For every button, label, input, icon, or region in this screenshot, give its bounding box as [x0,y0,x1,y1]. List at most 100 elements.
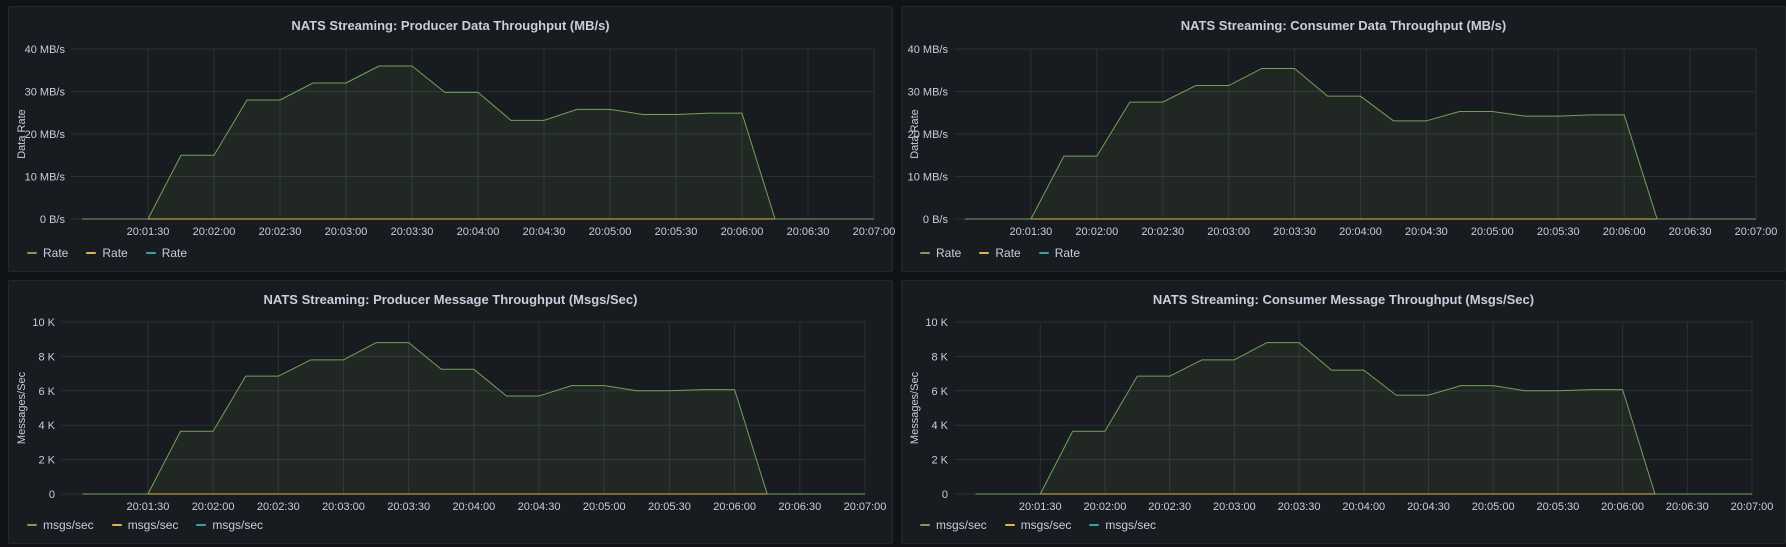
y-tick-label: 30 MB/s [908,87,949,99]
y-tick-label: 8 K [38,351,55,363]
legend-item[interactable]: msgs/sec [27,518,94,532]
panel-title[interactable]: NATS Streaming: Consumer Message Through… [1152,292,1535,307]
x-tick-label: 20:05:00 [583,501,626,513]
y-tick-label: 4 K [38,420,55,432]
y-tick-label: 2 K [38,455,55,467]
x-tick-label: 20:07:00 [853,226,896,238]
x-tick-label: 20:03:30 [1273,226,1316,238]
series-area [975,342,1752,494]
legend-item[interactable]: Rate [86,246,128,260]
x-tick-label: 20:03:30 [387,501,430,513]
legend-swatch [979,252,990,254]
y-tick-label: 10 MB/s [25,172,66,184]
y-tick-label: 0 B/s [40,214,66,226]
x-tick-label: 20:02:30 [1148,501,1191,513]
legend-swatch [920,252,930,254]
legend-swatch [86,252,97,254]
legend-item[interactable]: Rate [145,246,187,260]
y-axis-label: Data Rate [16,109,28,159]
legend-item[interactable]: msgs/sec [111,518,179,532]
legend-item[interactable]: Rate [920,246,961,260]
consumer-data-throughput-panel: NATS Streaming: Consumer Data Throughput… [901,6,1786,272]
x-tick-label: 20:02:30 [259,226,302,238]
y-tick-label: 8 K [931,351,948,363]
x-tick-label: 20:01:30 [1009,226,1052,238]
legend-label: msgs/sec [212,518,264,532]
x-tick-label: 20:01:30 [1019,501,1062,513]
legend-label: msgs/sec [936,518,987,532]
y-tick-label: 10 MB/s [908,172,949,184]
legend: Rate Rate Rate [27,246,187,260]
panel-title[interactable]: NATS Streaming: Consumer Data Throughput… [1180,18,1507,33]
x-tick-label: 20:04:00 [1339,226,1382,238]
legend-item[interactable]: msgs/sec [196,518,263,532]
legend-item[interactable]: msgs/sec [1089,518,1156,532]
x-tick-label: 20:07:00 [1735,226,1778,238]
legend-item[interactable]: Rate [1038,246,1080,260]
series-line[interactable] [964,68,1756,220]
legend-swatch [27,252,37,254]
legend-label: Rate [995,246,1021,260]
legend-swatch [1089,524,1100,526]
y-tick-label: 0 [942,489,948,501]
x-tick-label: 20:03:30 [1278,501,1321,513]
chart-svg: 0 B/s 10 MB/s 20 MB/s 30 MB/s 40 MB/s 20:01:3… [16,44,896,238]
x-tick-label: 20:03:00 [1213,501,1256,513]
y-tick-label: 20 MB/s [908,129,949,141]
legend-label: Rate [102,246,128,260]
legend-item[interactable]: msgs/sec [1004,518,1072,532]
x-tick-label: 20:02:00 [192,501,235,513]
legend-label: msgs/sec [43,518,94,532]
producer-message-throughput-panel: NATS Streaming: Producer Message Through… [8,280,893,544]
legend-label: msgs/sec [127,518,179,532]
panel-title[interactable]: NATS Streaming: Producer Data Throughput… [291,18,610,33]
series-line[interactable] [975,342,1752,495]
x-tick-label: 20:06:00 [1601,501,1644,513]
x-tick-label: 20:05:30 [648,501,691,513]
x-tick-label: 20:02:00 [1075,226,1118,238]
legend-swatch [27,524,37,526]
x-tick-label: 20:07:00 [1731,501,1774,513]
x-tick-label: 20:06:00 [721,226,764,238]
legend-label: msgs/sec [1105,518,1157,532]
y-tick-label: 10 K [925,317,948,329]
x-tick-label: 20:06:00 [1603,226,1646,238]
chart-svg: 0 2 K 4 K 6 K 8 K 10 K 20:01:30 20:02:00 20:02:3… [909,317,1774,513]
legend-swatch [196,524,207,526]
series-line[interactable] [82,342,865,495]
legend-label: msgs/sec [1020,518,1072,532]
x-tick-label: 20:02:30 [1141,226,1184,238]
x-tick-label: 20:05:00 [1472,501,1515,513]
x-tick-label: 20:02:00 [193,226,236,238]
x-tick-label: 20:03:00 [322,501,365,513]
consumer-message-throughput-panel: NATS Streaming: Consumer Message Through… [901,280,1786,544]
y-tick-label: 6 K [38,386,55,398]
x-tick-label: 20:05:30 [1537,226,1580,238]
series-line[interactable] [82,65,874,220]
legend-swatch [145,252,156,254]
x-tick-label: 20:06:30 [787,226,830,238]
x-tick-label: 20:06:30 [1669,226,1712,238]
x-tick-label: 20:03:00 [1207,226,1250,238]
x-tick-label: 20:04:00 [1342,501,1385,513]
legend: msgs/sec msgs/sec msgs/sec [920,518,1156,532]
legend-swatch [1004,524,1015,526]
x-tick-label: 20:04:00 [452,501,495,513]
y-tick-label: 40 MB/s [25,44,66,56]
chart-svg: 0 2 K 4 K 6 K 8 K 10 K 20:01:30 20:02:00 20:02:3… [16,317,886,513]
y-tick-label: 4 K [931,420,948,432]
legend-item[interactable]: Rate [27,246,68,260]
legend-swatch [1038,252,1049,254]
legend-swatch [920,524,930,526]
panel-title[interactable]: NATS Streaming: Producer Message Through… [263,292,638,307]
series-area [964,68,1756,219]
x-tick-label: 20:03:30 [391,226,434,238]
x-tick-label: 20:06:30 [1666,501,1709,513]
x-tick-label: 20:05:00 [1471,226,1514,238]
legend-item[interactable]: Rate [979,246,1021,260]
legend-swatch [111,524,122,526]
x-tick-label: 20:05:00 [589,226,632,238]
legend-item[interactable]: msgs/sec [920,518,987,532]
series-area [82,66,874,219]
series-area [82,342,865,494]
